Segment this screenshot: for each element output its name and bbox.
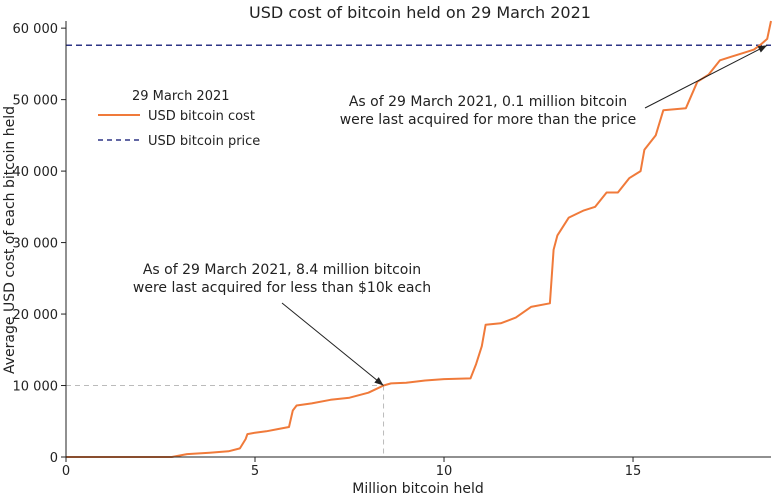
y-tick-label: 30 000 <box>13 237 59 252</box>
y-tick-label: 20 000 <box>13 308 59 323</box>
y-ticks: 0 10 000 20 000 30 000 40 000 50 000 60 000 <box>13 22 66 466</box>
y-tick-label: 10 000 <box>13 380 59 395</box>
annotation-low-arrow <box>281 302 384 386</box>
x-tick-label: 0 <box>62 464 70 479</box>
x-axis-label: Million bitcoin held <box>352 481 484 497</box>
y-tick-label: 50 000 <box>13 94 59 109</box>
legend-title: 29 March 2021 <box>132 89 230 104</box>
annotation-low-arrowhead <box>374 377 384 386</box>
cost-line-layer <box>66 20 772 458</box>
legend: 29 March 2021 USD bitcoin cost USD bitco… <box>98 89 260 149</box>
annotation-low-line-2: were last acquired for less than $10k ea… <box>133 280 431 296</box>
x-ticks: 0 5 10 15 <box>62 457 641 479</box>
annotation-low-line-1: As of 29 March 2021, 8.4 million bitcoin <box>143 262 421 278</box>
annotation-low-cost: As of 29 March 2021, 8.4 million bitcoin… <box>133 262 431 386</box>
x-tick-label: 10 <box>436 464 453 479</box>
annotation-high-line-2: were last acquired for more than the pri… <box>340 112 637 128</box>
y-tick-label: 0 <box>50 451 58 466</box>
chart-title: USD cost of bitcoin held on 29 March 202… <box>249 3 591 22</box>
y-axis-label: Average USD cost of each bitcoin held <box>2 106 18 374</box>
annotation-high-cost: As of 29 March 2021, 0.1 million bitcoin… <box>340 44 768 128</box>
annotation-high-line-1: As of 29 March 2021, 0.1 million bitcoin <box>349 94 627 110</box>
y-tick-label: 60 000 <box>13 22 59 37</box>
annotation-high-arrow <box>644 44 768 109</box>
x-tick-label: 5 <box>251 464 259 479</box>
series-line-usd-bitcoin-cost <box>66 20 772 458</box>
annotation-high-arrowhead <box>757 45 768 53</box>
y-tick-label: 40 000 <box>13 165 59 180</box>
legend-label-cost: USD bitcoin cost <box>148 109 255 124</box>
reference-lines <box>66 385 385 457</box>
legend-label-price: USD bitcoin price <box>148 134 260 149</box>
x-tick-label: 15 <box>625 464 642 479</box>
